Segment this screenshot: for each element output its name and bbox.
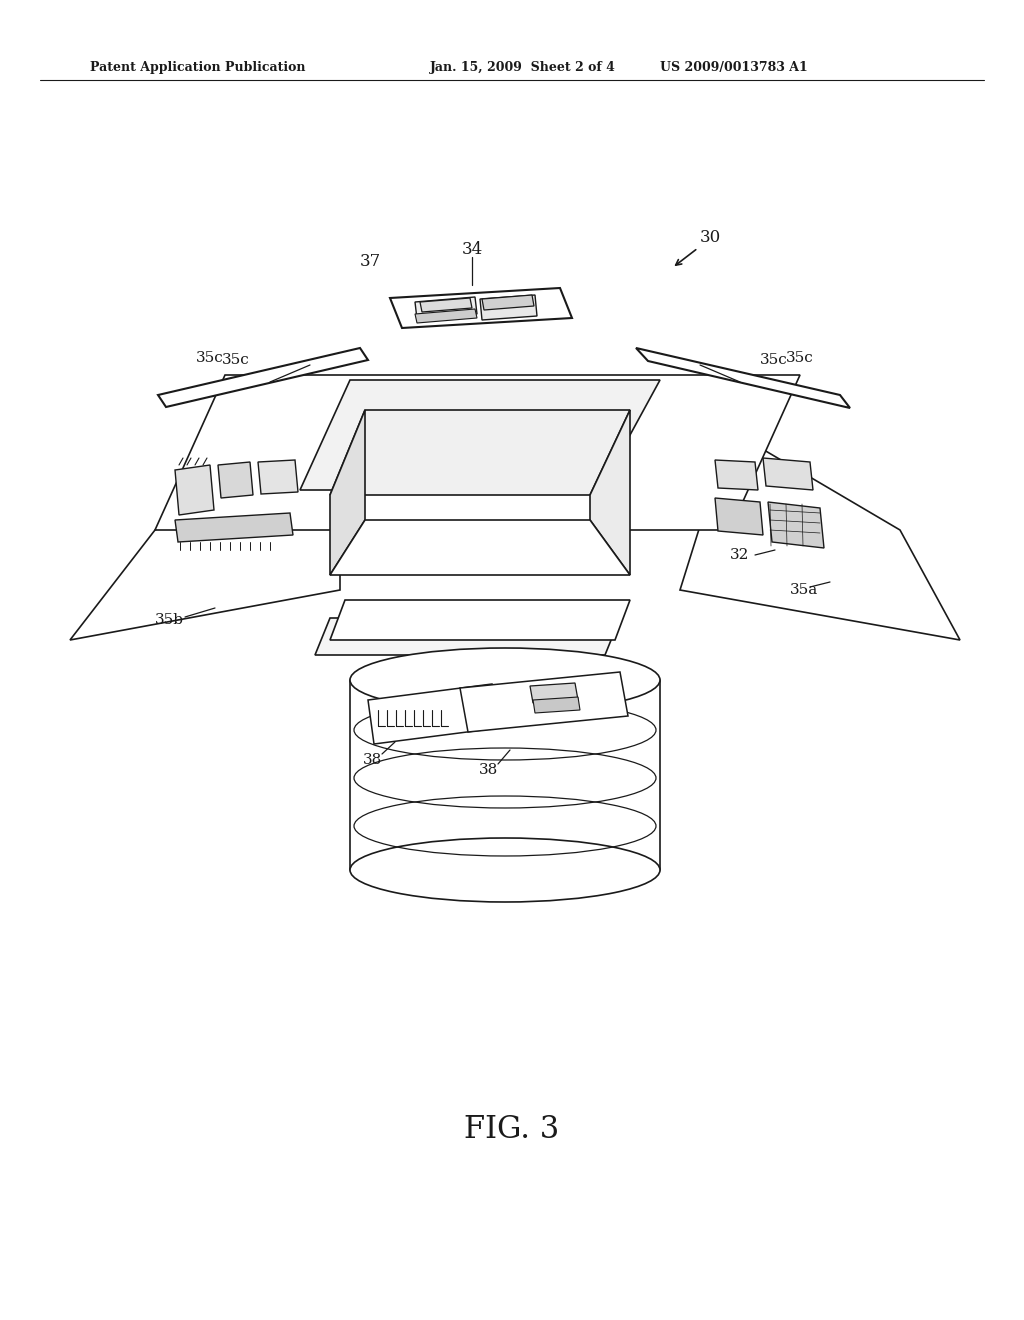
Polygon shape xyxy=(415,297,477,319)
Text: 35c: 35c xyxy=(786,351,814,366)
Text: US 2009/0013783 A1: US 2009/0013783 A1 xyxy=(660,62,808,74)
Text: 35c: 35c xyxy=(197,351,224,366)
Polygon shape xyxy=(155,375,800,531)
Text: 30: 30 xyxy=(700,230,721,247)
Polygon shape xyxy=(300,380,660,490)
Text: 34: 34 xyxy=(462,242,482,259)
Text: 35c: 35c xyxy=(222,352,250,367)
Text: 35a: 35a xyxy=(790,583,818,597)
Polygon shape xyxy=(415,309,477,323)
Polygon shape xyxy=(420,298,472,312)
Polygon shape xyxy=(175,465,214,515)
Polygon shape xyxy=(258,459,298,494)
Polygon shape xyxy=(715,459,758,490)
Ellipse shape xyxy=(350,838,660,902)
Polygon shape xyxy=(534,697,580,713)
Polygon shape xyxy=(715,498,763,535)
Polygon shape xyxy=(158,348,368,407)
Polygon shape xyxy=(175,513,293,543)
Polygon shape xyxy=(390,288,572,327)
Polygon shape xyxy=(680,430,961,640)
Polygon shape xyxy=(330,411,630,495)
Polygon shape xyxy=(636,348,850,408)
Ellipse shape xyxy=(350,648,660,711)
Text: 38: 38 xyxy=(478,763,498,777)
Polygon shape xyxy=(480,294,537,319)
Polygon shape xyxy=(330,520,630,576)
Polygon shape xyxy=(482,294,534,310)
Polygon shape xyxy=(330,411,365,576)
Polygon shape xyxy=(460,672,628,733)
Polygon shape xyxy=(330,601,630,640)
Polygon shape xyxy=(368,684,498,744)
Text: FIG. 3: FIG. 3 xyxy=(464,1114,560,1146)
Text: 35b: 35b xyxy=(155,612,184,627)
Polygon shape xyxy=(590,411,630,576)
Text: Jan. 15, 2009  Sheet 2 of 4: Jan. 15, 2009 Sheet 2 of 4 xyxy=(430,62,615,74)
Polygon shape xyxy=(315,618,620,655)
Polygon shape xyxy=(70,430,340,640)
Polygon shape xyxy=(768,502,824,548)
Polygon shape xyxy=(530,682,578,704)
Text: 35c: 35c xyxy=(760,352,787,367)
Text: 32: 32 xyxy=(730,548,750,562)
Text: 38: 38 xyxy=(362,752,382,767)
Text: 37: 37 xyxy=(359,253,381,271)
Polygon shape xyxy=(218,462,253,498)
Text: Patent Application Publication: Patent Application Publication xyxy=(90,62,305,74)
Polygon shape xyxy=(763,458,813,490)
